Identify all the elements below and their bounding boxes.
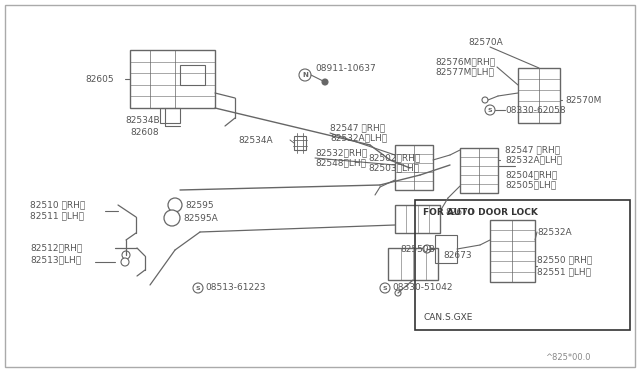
Text: N: N [302, 72, 308, 78]
Text: 82512〈RH〉: 82512〈RH〉 [30, 244, 83, 253]
Circle shape [299, 69, 311, 81]
Circle shape [164, 210, 180, 226]
Text: 82577M〈LH〉: 82577M〈LH〉 [435, 67, 494, 77]
Circle shape [168, 198, 182, 212]
Text: S: S [488, 108, 492, 112]
Text: S: S [383, 285, 387, 291]
Text: 82670: 82670 [445, 208, 474, 217]
Text: 82513〈LH〉: 82513〈LH〉 [30, 256, 81, 264]
Circle shape [395, 290, 401, 296]
Text: 82570A: 82570A [468, 38, 503, 46]
Text: 08513-61223: 08513-61223 [205, 283, 266, 292]
Circle shape [380, 283, 390, 293]
Text: 82503〈LH〉: 82503〈LH〉 [368, 164, 419, 173]
Text: CAN.S.GXE: CAN.S.GXE [423, 314, 472, 323]
Text: 82547 〈RH〉: 82547 〈RH〉 [505, 145, 560, 154]
Circle shape [121, 258, 129, 266]
Text: 82576M〈RH〉: 82576M〈RH〉 [435, 58, 495, 67]
Bar [294, 136, 306, 150]
Text: 08330-51042: 08330-51042 [392, 283, 452, 292]
Text: 82548〈LH〉: 82548〈LH〉 [315, 158, 366, 167]
Text: 82534B: 82534B [125, 115, 159, 125]
Bar [395, 145, 433, 190]
Text: 08911-10637: 08911-10637 [315, 64, 376, 73]
Circle shape [193, 283, 203, 293]
Circle shape [122, 251, 130, 259]
Bar [395, 205, 440, 233]
Text: 82550B: 82550B [400, 244, 435, 253]
Text: 08330-62058: 08330-62058 [505, 106, 566, 115]
Circle shape [482, 97, 488, 103]
Bar [435, 235, 457, 263]
Text: 82673: 82673 [443, 250, 472, 260]
Bar [180, 65, 205, 85]
Text: 82534A: 82534A [238, 135, 273, 144]
Bar [130, 50, 215, 108]
Text: 82595: 82595 [185, 201, 214, 209]
Bar [490, 220, 535, 282]
Bar [460, 148, 498, 193]
Text: 82532A: 82532A [537, 228, 572, 237]
Circle shape [322, 79, 328, 85]
Text: 82505〈LH〉: 82505〈LH〉 [505, 180, 556, 189]
Text: 82595A: 82595A [183, 214, 218, 222]
Bar [160, 108, 180, 123]
Bar [415, 200, 630, 330]
Text: 82511 〈LH〉: 82511 〈LH〉 [30, 212, 84, 221]
Text: FOR AUTO DOOR LOCK: FOR AUTO DOOR LOCK [423, 208, 538, 217]
Text: 82510 〈RH〉: 82510 〈RH〉 [30, 201, 85, 209]
Text: 82532A〈LH〉: 82532A〈LH〉 [330, 134, 387, 142]
Text: 82608: 82608 [130, 128, 159, 137]
Text: 82570M: 82570M [565, 96, 602, 105]
Text: 82605: 82605 [85, 74, 114, 83]
Text: ^825*00.0: ^825*00.0 [545, 353, 591, 362]
Text: 82502〈RH〉: 82502〈RH〉 [368, 154, 420, 163]
Circle shape [423, 245, 431, 253]
Bar [518, 68, 560, 123]
Bar [388, 248, 438, 280]
Circle shape [485, 105, 495, 115]
Text: 82504〈RH〉: 82504〈RH〉 [505, 170, 557, 180]
Text: 82532A〈LH〉: 82532A〈LH〉 [505, 155, 562, 164]
Text: 82532〈RH〉: 82532〈RH〉 [315, 148, 367, 157]
Text: 82550 〈RH〉: 82550 〈RH〉 [537, 256, 592, 264]
Text: S: S [196, 285, 200, 291]
Text: 82547 〈RH〉: 82547 〈RH〉 [330, 124, 385, 132]
Text: 82551 〈LH〉: 82551 〈LH〉 [537, 267, 591, 276]
